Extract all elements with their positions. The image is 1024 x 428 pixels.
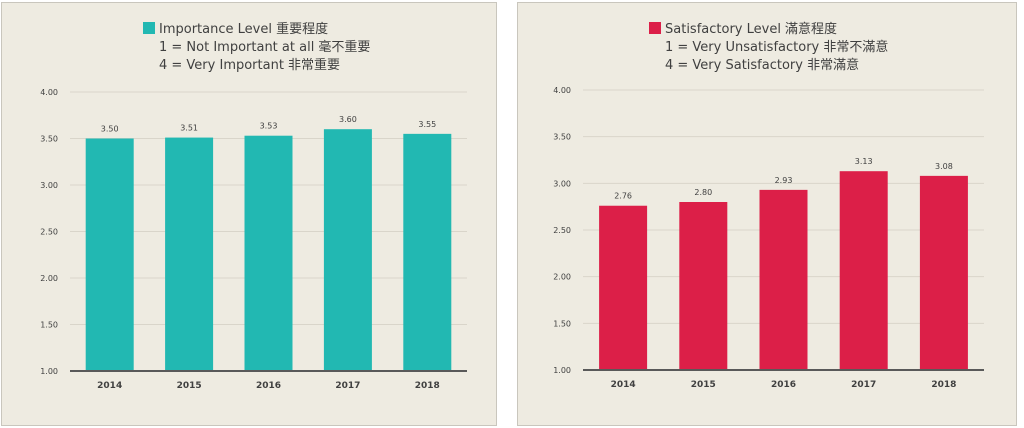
importance-bar-chart: 1.00 1.50 2.00 2.50 3.00 3.50 4.00 3.50 2014 3.51… (40, 88, 467, 391)
y-tick-label: 3.00 (553, 179, 571, 188)
bar (679, 202, 728, 370)
chart-legend: Satisfactory Level 滿意程度 1 = Very Unsatis… (649, 21, 888, 75)
y-tick-label: 2.00 (553, 273, 571, 282)
legend-series-label: Satisfactory Level 滿意程度 (665, 22, 838, 37)
data-label: 3.08 (935, 162, 953, 171)
x-tick-label: 2015 (691, 380, 716, 390)
x-tick-label: 2014 (611, 380, 636, 390)
y-tick-label: 4.00 (553, 86, 571, 95)
satisfaction-chart-panel: Satisfactory Level 滿意程度 1 = Very Unsatis… (517, 2, 1017, 426)
bar (165, 137, 214, 371)
legend-swatch (143, 22, 155, 34)
y-tick-label: 3.50 (553, 133, 571, 142)
y-tick-label: 1.50 (40, 321, 58, 330)
y-tick-label: 3.00 (40, 181, 58, 190)
data-label: 3.51 (180, 124, 198, 133)
bar (759, 189, 808, 370)
x-tick-label: 2015 (177, 381, 202, 391)
data-label: 3.50 (101, 125, 119, 134)
data-label: 2.80 (694, 188, 712, 197)
legend-title: Satisfactory Level 滿意程度 (649, 21, 888, 39)
data-label: 2.93 (775, 176, 793, 185)
y-tick-label: 1.00 (40, 367, 58, 376)
y-tick-label: 2.50 (40, 228, 58, 237)
legend-series-label: Importance Level 重要程度 (159, 22, 329, 37)
data-label: 3.60 (339, 115, 357, 124)
y-tick-label: 2.00 (40, 274, 58, 283)
bar (599, 205, 648, 370)
x-tick-label: 2018 (931, 380, 956, 390)
y-tick-label: 1.00 (553, 366, 571, 375)
legend-swatch (649, 22, 661, 34)
importance-chart-panel: Importance Level 重要程度 1 = Not Important … (1, 2, 497, 426)
y-tick-label: 1.50 (553, 319, 571, 328)
x-tick-label: 2017 (335, 381, 360, 391)
legend-title: Importance Level 重要程度 (143, 21, 370, 39)
legend-scale-max: 4 = Very Important 非常重要 (159, 58, 341, 73)
bar (85, 138, 134, 371)
chart-legend: Importance Level 重要程度 1 = Not Important … (143, 21, 370, 75)
bar (919, 175, 968, 370)
x-tick-label: 2017 (851, 380, 876, 390)
bar (403, 133, 452, 371)
legend-scale-min: 1 = Very Unsatisfactory 非常不滿意 (665, 40, 889, 55)
bar (244, 135, 293, 371)
legend-scale-min: 1 = Not Important at all 毫不重要 (159, 40, 371, 55)
x-tick-label: 2016 (771, 380, 796, 390)
bar (839, 171, 888, 370)
y-tick-label: 2.50 (553, 226, 571, 235)
bar (323, 129, 372, 371)
legend-scale-max: 4 = Very Satisfactory 非常滿意 (665, 58, 860, 73)
data-label: 3.55 (418, 120, 436, 129)
x-tick-label: 2018 (415, 381, 440, 391)
data-label: 2.76 (614, 192, 632, 201)
satisfaction-bar-chart: 1.00 1.50 2.00 2.50 3.00 3.50 4.00 2.76 2014 2.80… (553, 86, 984, 390)
x-tick-label: 2014 (97, 381, 122, 391)
data-label: 3.53 (260, 122, 278, 131)
x-tick-label: 2016 (256, 381, 281, 391)
data-label: 3.13 (855, 157, 873, 166)
y-tick-label: 4.00 (40, 88, 58, 97)
y-tick-label: 3.50 (40, 135, 58, 144)
